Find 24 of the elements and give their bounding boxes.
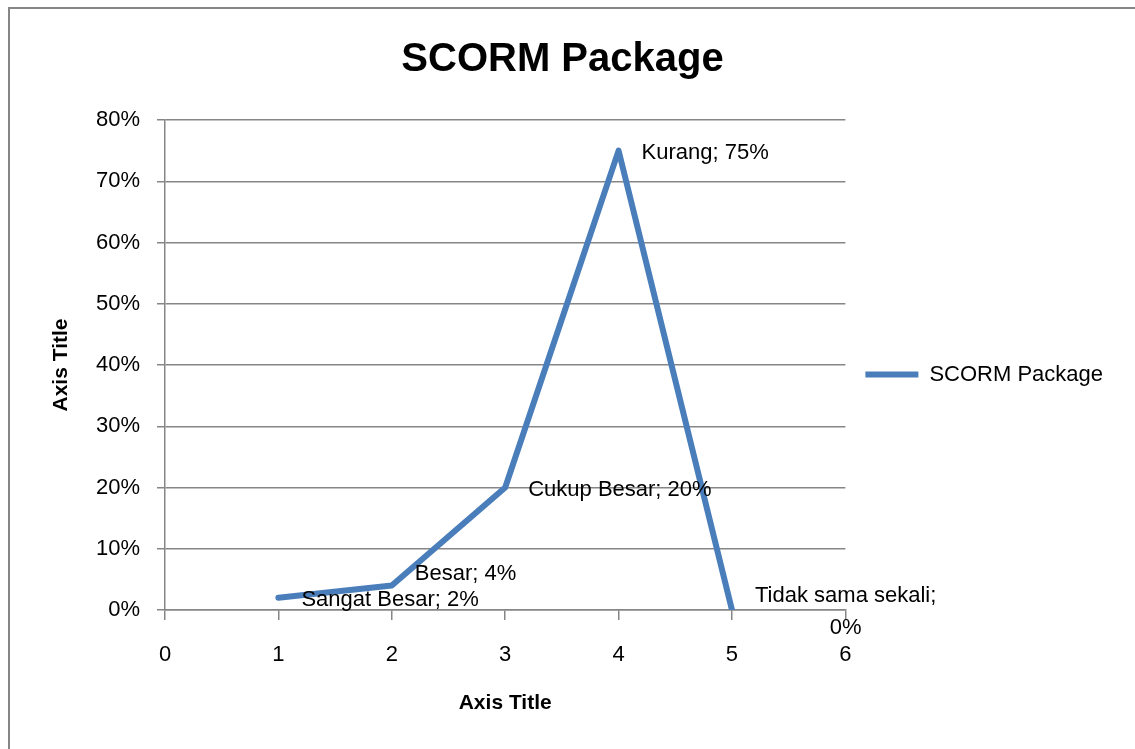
y-tick-label: 0% bbox=[108, 596, 140, 622]
x-tick-label: 6 bbox=[839, 641, 852, 667]
y-tick-label: 40% bbox=[95, 351, 140, 377]
x-tick-label: 5 bbox=[725, 641, 739, 667]
y-tick-label: 30% bbox=[95, 412, 140, 438]
data-label: Besar; 4% bbox=[414, 559, 517, 585]
y-tick-label: 50% bbox=[95, 289, 140, 315]
x-tick-label: 2 bbox=[385, 641, 398, 667]
x-axis-title: Axis Title bbox=[458, 690, 552, 714]
y-tick-label: 70% bbox=[95, 167, 140, 193]
legend-label: SCORM Package bbox=[929, 360, 1104, 386]
y-tick-label: 10% bbox=[95, 534, 140, 560]
data-label: Kurang; 75% bbox=[641, 138, 769, 164]
data-label: Tidak sama sekali; 0% bbox=[754, 582, 937, 640]
chart-title: SCORM Package bbox=[401, 35, 724, 80]
x-tick-label: 1 bbox=[272, 641, 285, 667]
y-tick-label: 20% bbox=[95, 473, 140, 499]
data-label: Sangat Besar; 2% bbox=[301, 585, 479, 611]
y-axis-title: Axis Title bbox=[48, 318, 72, 412]
x-tick-label: 4 bbox=[612, 641, 625, 667]
x-tick-label: 0 bbox=[158, 641, 172, 667]
y-tick-label: 80% bbox=[95, 106, 140, 132]
y-tick-label: 60% bbox=[95, 228, 140, 254]
x-tick-label: 3 bbox=[499, 641, 512, 667]
